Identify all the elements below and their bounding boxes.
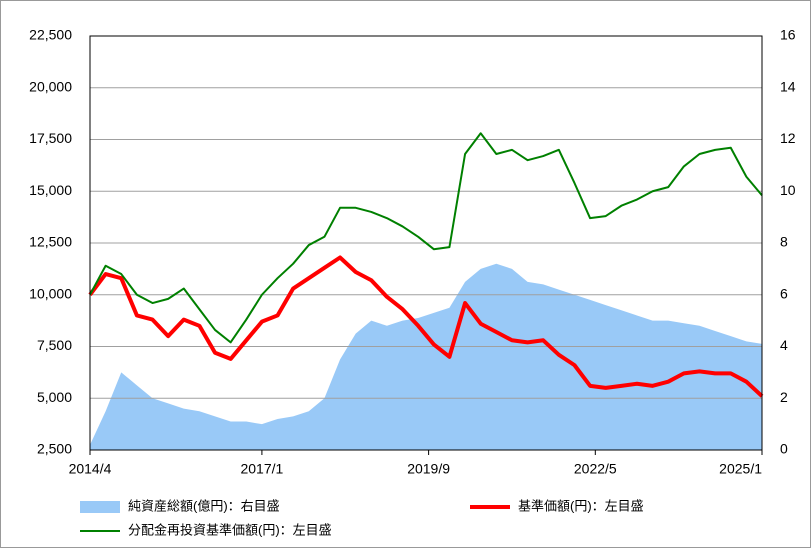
y2-tick-label: 16: [780, 27, 796, 43]
x-tick-label: 2017/1: [240, 461, 283, 477]
x-tick-label: 2025/1: [719, 461, 762, 477]
legend-label: 分配金再投資基準価額(円)：左目盛: [128, 522, 332, 537]
y-tick-label: 17,500: [29, 130, 72, 146]
y2-tick-label: 0: [780, 441, 788, 457]
y-tick-label: 20,000: [29, 78, 72, 94]
line-series: [89, 132, 763, 344]
area-series: [90, 263, 762, 450]
y-tick-label: 12,500: [29, 234, 72, 250]
y2-tick-label: 4: [780, 337, 788, 353]
x-tick-label: 2014/4: [69, 461, 112, 477]
x-tick-label: 2019/9: [407, 461, 450, 477]
y-tick-label: 5,000: [37, 389, 72, 405]
y-tick-label: 2,500: [37, 441, 72, 457]
legend-label: 純資産総額(億円)：右目盛: [128, 498, 280, 513]
y2-tick-label: 8: [780, 234, 788, 250]
legend-swatch: [80, 501, 120, 513]
legend-label: 基準価額(円)：左目盛: [518, 498, 644, 513]
y-tick-label: 15,000: [29, 182, 72, 198]
line-series: [88, 255, 764, 398]
y-tick-label: 7,500: [37, 337, 72, 353]
y2-tick-label: 2: [780, 389, 788, 405]
y2-tick-label: 6: [780, 285, 788, 301]
y2-tick-label: 12: [780, 130, 796, 146]
y2-tick-label: 14: [780, 78, 796, 94]
plot-frame: [89, 35, 763, 451]
y2-tick-label: 10: [780, 182, 796, 198]
x-tick-label: 2022/5: [574, 461, 617, 477]
y-tick-label: 10,000: [29, 285, 72, 301]
y-tick-label: 22,500: [29, 27, 72, 43]
